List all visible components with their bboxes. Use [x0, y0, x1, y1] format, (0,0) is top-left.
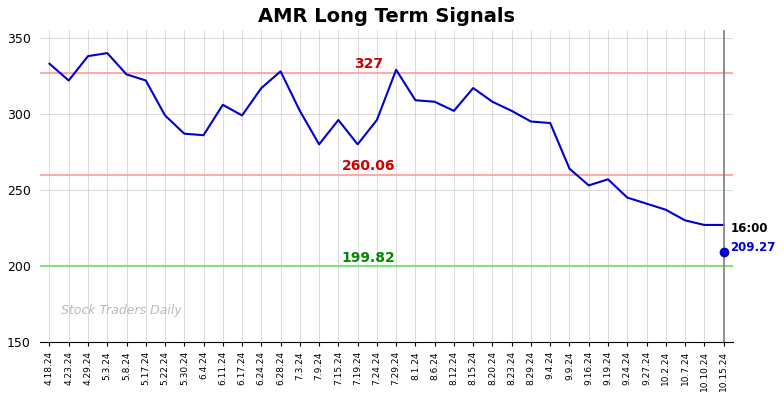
- Text: 327: 327: [354, 57, 383, 71]
- Text: 199.82: 199.82: [342, 251, 395, 265]
- Title: AMR Long Term Signals: AMR Long Term Signals: [258, 7, 515, 26]
- Text: 209.27: 209.27: [731, 240, 776, 254]
- Text: 260.06: 260.06: [342, 159, 395, 173]
- Text: 16:00: 16:00: [731, 222, 768, 236]
- Text: Stock Traders Daily: Stock Traders Daily: [60, 304, 181, 317]
